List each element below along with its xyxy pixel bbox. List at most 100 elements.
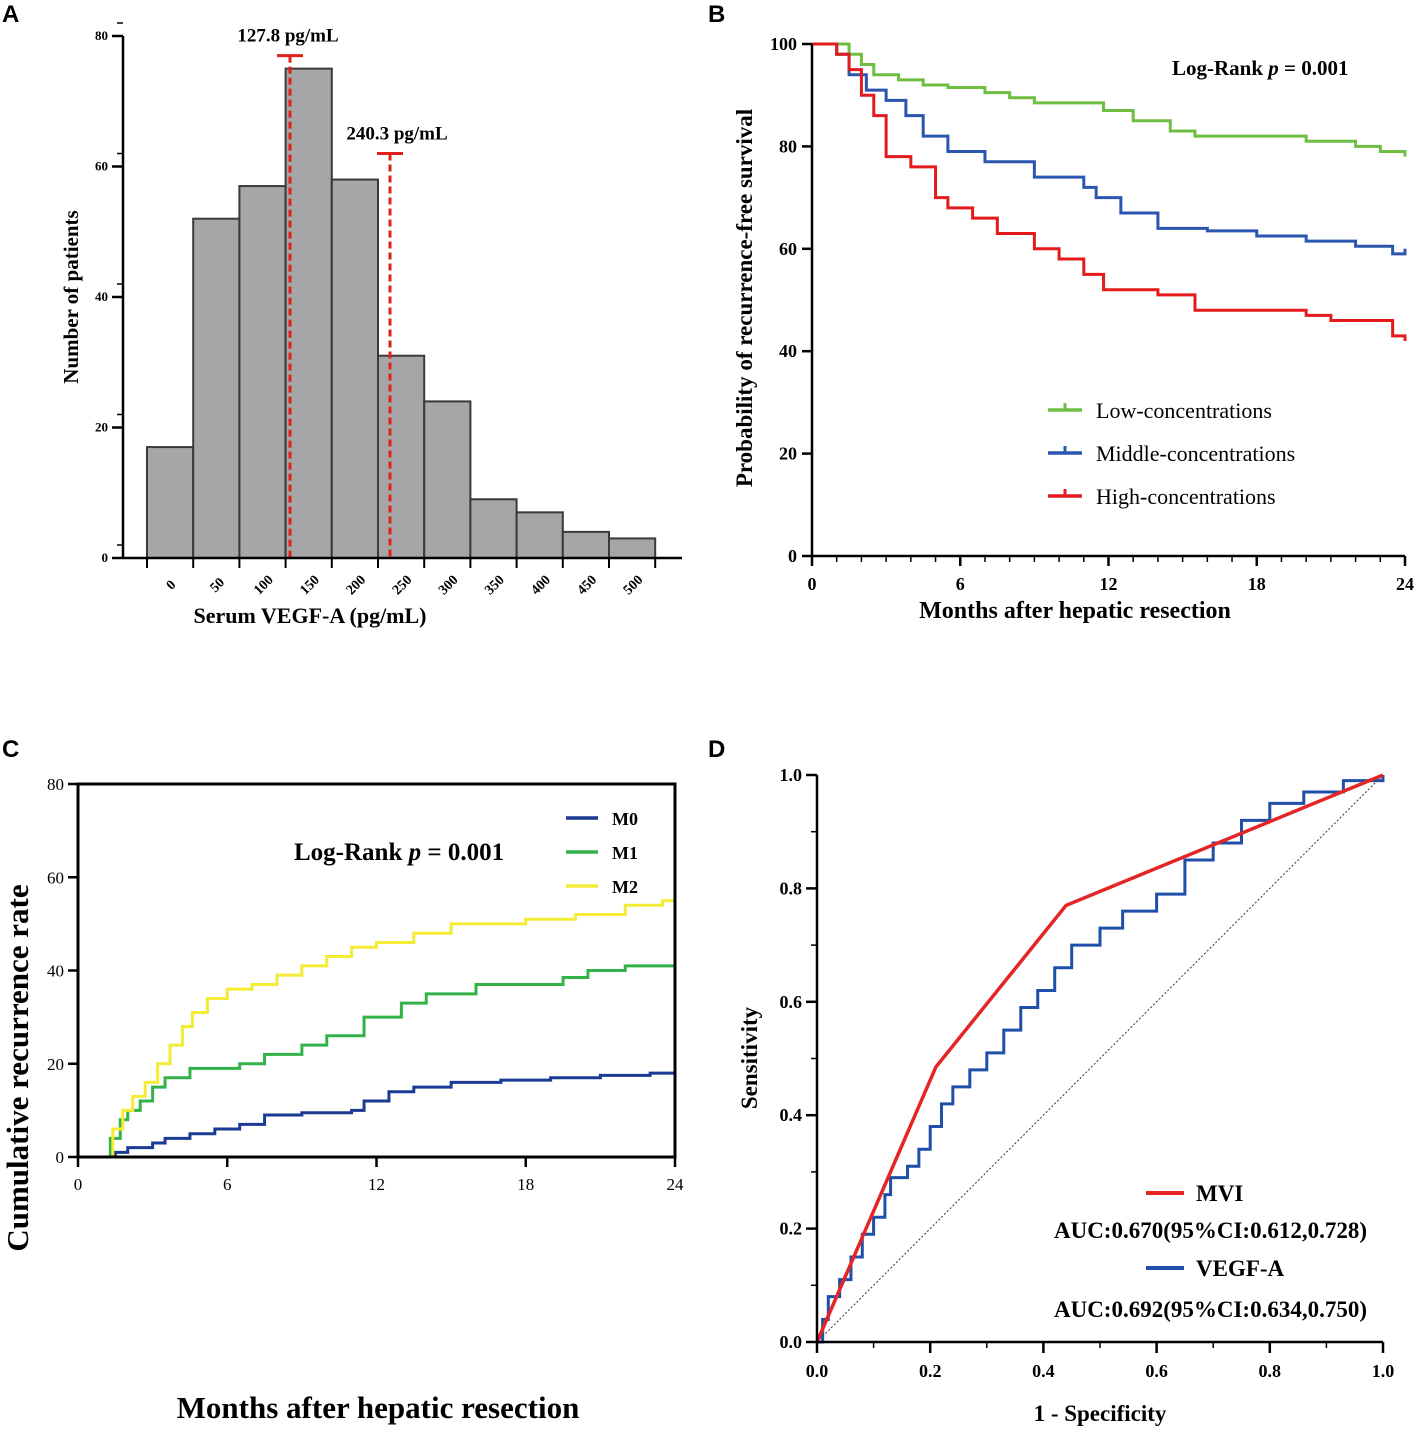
x-axis-title: Months after hepatic resection: [919, 598, 1231, 624]
x-tick-label: 250: [390, 573, 415, 598]
histogram-bar: [192, 217, 241, 559]
y-tick-label: 100: [770, 34, 797, 54]
x-tick-label: 0.0: [806, 1361, 829, 1381]
y-tick-label: 20: [779, 444, 797, 464]
y-tick-label: 0: [788, 546, 797, 566]
x-tick-label: 0.8: [1259, 1361, 1282, 1381]
legend-label: MVI: [1196, 1181, 1243, 1206]
x-tick-label: 12: [1100, 574, 1118, 594]
legend-label: Low-concentrations: [1096, 398, 1272, 423]
x-tick-label: 18: [517, 1175, 534, 1194]
y-tick-label: 60: [779, 239, 797, 259]
histogram-bar: [146, 446, 195, 560]
x-tick-label: 0: [164, 578, 180, 594]
histogram-bar: [608, 537, 657, 559]
legend: M0 M1 M2: [566, 809, 638, 897]
y-tick-label: 40: [779, 341, 797, 361]
reference-diagonal: [816, 774, 1384, 1343]
auc-label: AUC:0.670(95%CI:0.612,0.728): [1054, 1218, 1367, 1243]
legend-label: High-concentrations: [1096, 484, 1276, 509]
legend: MVI AUC:0.670(95%CI:0.612,0.728) VEGF-A AUC…: [1054, 1181, 1367, 1322]
x-tick-label: 100: [251, 573, 276, 598]
x-tick-label: 200: [344, 573, 369, 598]
y-axis-title: Sensitivity: [737, 1006, 762, 1109]
roc-series-line: [815, 773, 1384, 1343]
y-tick-label: 0.6: [780, 992, 803, 1012]
y-tick-label: 80: [95, 28, 108, 43]
y-tick-label: 60: [95, 159, 108, 174]
y-tick-label: 0.8: [780, 878, 803, 898]
x-axis-title: Serum VEGF-A (pg/mL): [193, 603, 426, 628]
x-tick-label: 0.6: [1145, 1361, 1168, 1381]
histogram-bar: [330, 178, 379, 560]
y-axis-title: Probability of recurrence-free survival: [732, 109, 757, 487]
histogram-panel: 127.8 pg/mL 240.3 pg/mL 0 20 40 60 80 0 50 100 1…: [59, 22, 682, 628]
x-tick-label: 18: [1248, 574, 1266, 594]
recurrence-series-line: [78, 886, 677, 1159]
panel-a-label: A: [2, 1, 19, 28]
x-tick-label: 24: [667, 1175, 685, 1194]
histogram-bar: [469, 498, 518, 559]
x-axis-title: Months after hepatic resection: [177, 1390, 580, 1425]
log-rank-annotation: Log-Rank p = 0.001: [294, 839, 504, 866]
x-tick-label: 0: [808, 574, 817, 594]
legend: Low-concentrations Middle-concentrations H…: [1048, 398, 1295, 509]
cumulative-recurrence-panel: 0 20 40 60 80 0 6 12 18 24 Months after hepatic …: [0, 775, 684, 1425]
panel-c-label: C: [2, 736, 19, 763]
survival-series-line: [812, 42, 1407, 157]
y-tick-label: 40: [95, 289, 108, 304]
x-tick-label: 500: [621, 573, 646, 598]
y-tick-label: 60: [47, 868, 64, 887]
y-tick-label: 80: [779, 136, 797, 156]
x-tick-label: 400: [528, 573, 553, 598]
x-axis-title: 1 - Specificity: [1034, 1401, 1167, 1426]
x-tick-label: 6: [223, 1175, 232, 1194]
y-axis-title: Cumulative recurrence rate: [0, 884, 35, 1251]
x-tick-label: 0.4: [1032, 1361, 1055, 1381]
survival-series-line: [812, 42, 1407, 341]
legend-label: M1: [612, 843, 638, 863]
x-tick-label: 450: [575, 573, 600, 598]
x-tick-label: 24: [1396, 574, 1414, 594]
y-tick-label: 1.0: [780, 765, 803, 785]
legend-label: Middle-concentrations: [1096, 441, 1295, 466]
panel-d-label: D: [708, 736, 725, 763]
panel-b-label: B: [708, 1, 725, 28]
legend-label: VEGF-A: [1196, 1256, 1285, 1281]
survival-series-line: [812, 42, 1407, 256]
x-tick-label: 1.0: [1372, 1361, 1395, 1381]
recurrence-series-line: [78, 1066, 677, 1159]
histogram-bar: [238, 185, 287, 559]
histogram-bar: [515, 511, 564, 560]
recurrence-series-line: [78, 956, 677, 1159]
x-tick-label: 12: [368, 1175, 385, 1194]
auc-label: AUC:0.692(95%CI:0.634,0.750): [1054, 1297, 1367, 1322]
y-tick-label: 0.2: [780, 1219, 803, 1239]
histogram-bar: [561, 530, 610, 560]
x-tick-label: 50: [208, 575, 229, 596]
cutoff-label: 240.3 pg/mL: [346, 123, 447, 144]
x-tick-label: 300: [436, 573, 461, 598]
x-tick-label: 150: [297, 573, 322, 598]
cutoff-label: 127.8 pg/mL: [237, 26, 338, 47]
y-axis-title: Number of patients: [59, 210, 83, 383]
histogram-bar: [423, 400, 472, 559]
x-tick-label: 0.2: [919, 1361, 942, 1381]
y-tick-label: 40: [47, 962, 64, 981]
y-tick-label: 20: [47, 1055, 64, 1074]
y-tick-label: 0.4: [780, 1105, 803, 1125]
y-tick-label: 80: [47, 775, 64, 794]
y-tick-label: 0: [56, 1148, 65, 1167]
x-tick-label: 350: [482, 573, 507, 598]
x-tick-label: 0: [74, 1175, 83, 1194]
roc-curve-panel: 0.0 0.2 0.4 0.6 0.8 1.0 0.0 0.2 0.4 0.6 0.8 1.0 1 …: [737, 765, 1394, 1426]
x-tick-label: 6: [956, 574, 965, 594]
log-rank-annotation: Log-Rank p = 0.001: [1172, 56, 1349, 80]
histogram-bar: [284, 67, 333, 559]
legend-label: M2: [612, 877, 638, 897]
survival-curve-panel: 0 20 40 60 80 100 0 6 12 18 24 Months after hepat…: [732, 34, 1414, 624]
y-tick-label: 0.0: [780, 1332, 803, 1352]
y-tick-label: 0: [102, 550, 109, 565]
histogram-bar: [377, 354, 426, 559]
